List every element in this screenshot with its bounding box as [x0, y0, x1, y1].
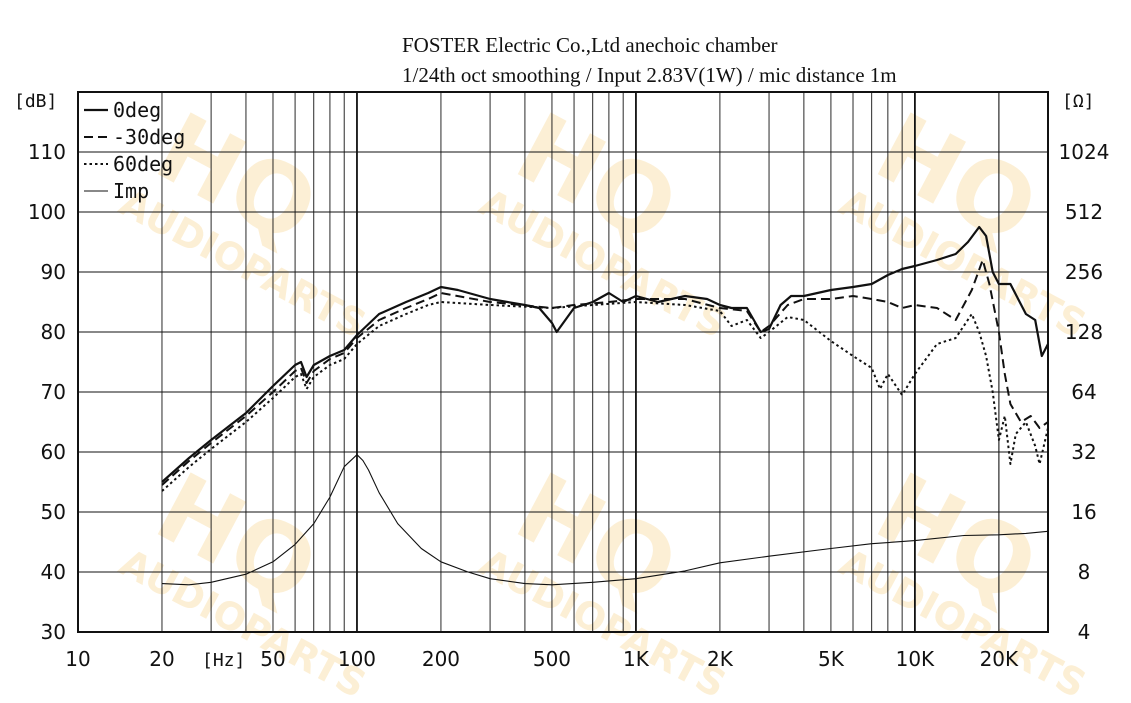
x-tick-label: 50	[260, 647, 285, 671]
y-left-tick-label: 50	[41, 500, 66, 524]
x-tick-label: 10	[65, 647, 90, 671]
x-tick-label: 500	[533, 647, 571, 671]
y-right-tick-label: 4	[1078, 620, 1091, 644]
y-left-tick-label: 60	[41, 440, 66, 464]
x-tick-label: 2K	[707, 647, 734, 671]
y-left-ticks: 30 40 50 60 70 80 90 100 110	[28, 140, 66, 644]
x-unit-label: [Hz]	[202, 650, 245, 671]
x-tick-label: 100	[338, 647, 376, 671]
grid	[77, 92, 1049, 632]
x-tick-label: 200	[422, 647, 460, 671]
legend: 0deg -30deg 60deg Imp	[84, 98, 185, 203]
y-left-tick-label: 110	[28, 140, 66, 164]
legend-label: -30deg	[113, 125, 185, 149]
plot-frame	[77, 91, 1049, 633]
y-left-tick-label: 40	[41, 560, 66, 584]
y-right-tick-label: 32	[1071, 440, 1096, 464]
y-left-tick-label: 90	[41, 260, 66, 284]
legend-label: Imp	[113, 179, 149, 203]
legend-label: 0deg	[113, 98, 161, 122]
series-line-60deg	[161, 301, 1049, 492]
y-left-tick-label: 70	[41, 380, 66, 404]
y-left-tick-label: 30	[41, 620, 66, 644]
x-tick-label: 20	[149, 647, 174, 671]
y-right-tick-label: 1024	[1059, 140, 1110, 164]
series-line-Imp	[161, 454, 1049, 586]
y-right-tick-label: 8	[1078, 560, 1091, 584]
y-right-unit-label: [Ω]	[1062, 91, 1095, 112]
x-tick-label: 20K	[980, 647, 1019, 671]
legend-label: 60deg	[113, 152, 173, 176]
y-left-tick-label: 80	[41, 320, 66, 344]
y-right-tick-label: 16	[1071, 500, 1096, 524]
x-tick-label: 1K	[623, 647, 650, 671]
chart-subtitle: 1/24th oct smoothing / Input 2.83V(1W) /…	[402, 63, 897, 87]
y-left-tick-label: 100	[28, 200, 66, 224]
y-right-ticks: 4 8 16 32 64 128 256 512 1024	[1059, 140, 1110, 644]
series-layer	[161, 225, 1049, 586]
x-tick-label: 10K	[896, 647, 935, 671]
x-ticks: 10 20 50 100 200 500 1K 2K 5K 10K 20K	[65, 647, 1019, 671]
chart-title: FOSTER Electric Co.,Ltd anechoic chamber	[402, 33, 778, 57]
series-line-30deg	[161, 259, 1049, 486]
y-right-tick-label: 512	[1065, 200, 1103, 224]
y-left-unit-label: [dB]	[14, 91, 57, 112]
y-right-tick-label: 128	[1065, 320, 1103, 344]
y-right-tick-label: 256	[1065, 260, 1103, 284]
x-tick-label: 5K	[818, 647, 845, 671]
y-right-tick-label: 64	[1071, 380, 1096, 404]
